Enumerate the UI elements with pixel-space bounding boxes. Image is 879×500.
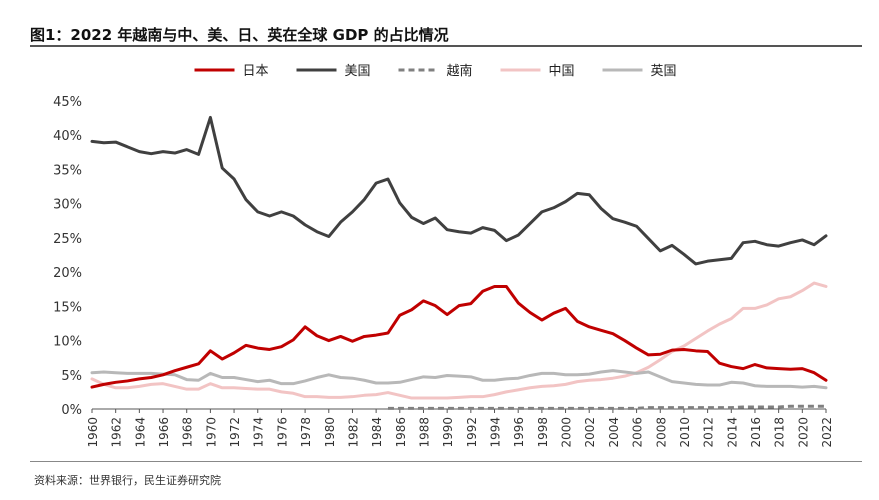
- x-tick-label: 1998: [536, 417, 550, 448]
- x-tick-label: 1968: [181, 417, 195, 448]
- x-tick-label: 1978: [299, 417, 313, 448]
- x-tick-label: 1960: [86, 417, 100, 448]
- x-tick-label: 1976: [275, 417, 289, 448]
- x-tick-label: 1982: [346, 417, 360, 448]
- y-tick-label: 30%: [53, 198, 82, 213]
- x-tick-label: 2000: [560, 417, 574, 448]
- x-tick-label: 2008: [654, 417, 668, 448]
- source-divider: [30, 461, 862, 462]
- y-tick-label: 40%: [53, 129, 82, 144]
- series-line-2: [90, 115, 828, 266]
- title-divider: [30, 45, 862, 47]
- x-tick-label: 2018: [773, 417, 787, 448]
- x-tick-label: 1986: [394, 417, 408, 448]
- x-tick-label: 2002: [583, 417, 597, 448]
- x-tick-label: 1972: [228, 417, 242, 448]
- y-tick-label: 25%: [53, 232, 82, 247]
- x-tick-label: 2016: [749, 417, 763, 448]
- x-tick-label: 2022: [820, 417, 834, 448]
- y-tick-label: 5%: [61, 369, 82, 384]
- x-tick-label: 1962: [110, 417, 124, 448]
- y-tick-label: 10%: [53, 335, 82, 350]
- x-tick-label: 2012: [702, 417, 716, 448]
- series-line-1: [90, 284, 828, 389]
- x-tick-label: 1964: [133, 417, 147, 448]
- legend-label: 美国: [345, 64, 371, 79]
- legend-label: 越南: [447, 63, 473, 79]
- series-line-5: [90, 369, 828, 390]
- x-tick-label: 2006: [631, 417, 645, 448]
- x-tick-label: 2010: [678, 417, 692, 448]
- y-tick-label: 35%: [53, 163, 82, 178]
- legend-label: 英国: [651, 64, 677, 79]
- series-line-4: [90, 281, 828, 400]
- x-tick-label: 1994: [489, 417, 503, 448]
- x-tick-label: 1966: [157, 417, 171, 448]
- y-tick-label: 20%: [53, 266, 82, 281]
- x-tick-label: 1970: [204, 417, 218, 448]
- x-tick-label: 1990: [441, 417, 455, 448]
- x-tick-label: 1992: [465, 417, 479, 448]
- x-tick-label: 2014: [725, 417, 739, 448]
- x-tick-label: 1988: [417, 417, 431, 448]
- series-line-3: [387, 404, 826, 410]
- y-tick-label: 45%: [53, 95, 82, 110]
- source-note: 资料来源：世界银行，民生证券研究院: [34, 474, 221, 487]
- y-tick-label: 0%: [61, 403, 82, 418]
- legend-label: 日本: [243, 64, 269, 79]
- x-tick-label: 2020: [796, 417, 810, 448]
- x-tick-label: 1974: [252, 417, 266, 448]
- x-tick-label: 2004: [607, 417, 621, 448]
- chart-title: 图1：2022 年越南与中、美、日、英在全球 GDP 的占比情况: [30, 26, 449, 44]
- y-tick-label: 15%: [53, 300, 82, 315]
- x-tick-label: 1996: [512, 417, 526, 448]
- legend-label: 中国: [549, 64, 575, 79]
- x-tick-label: 1980: [323, 417, 337, 448]
- x-tick-label: 1984: [370, 417, 384, 448]
